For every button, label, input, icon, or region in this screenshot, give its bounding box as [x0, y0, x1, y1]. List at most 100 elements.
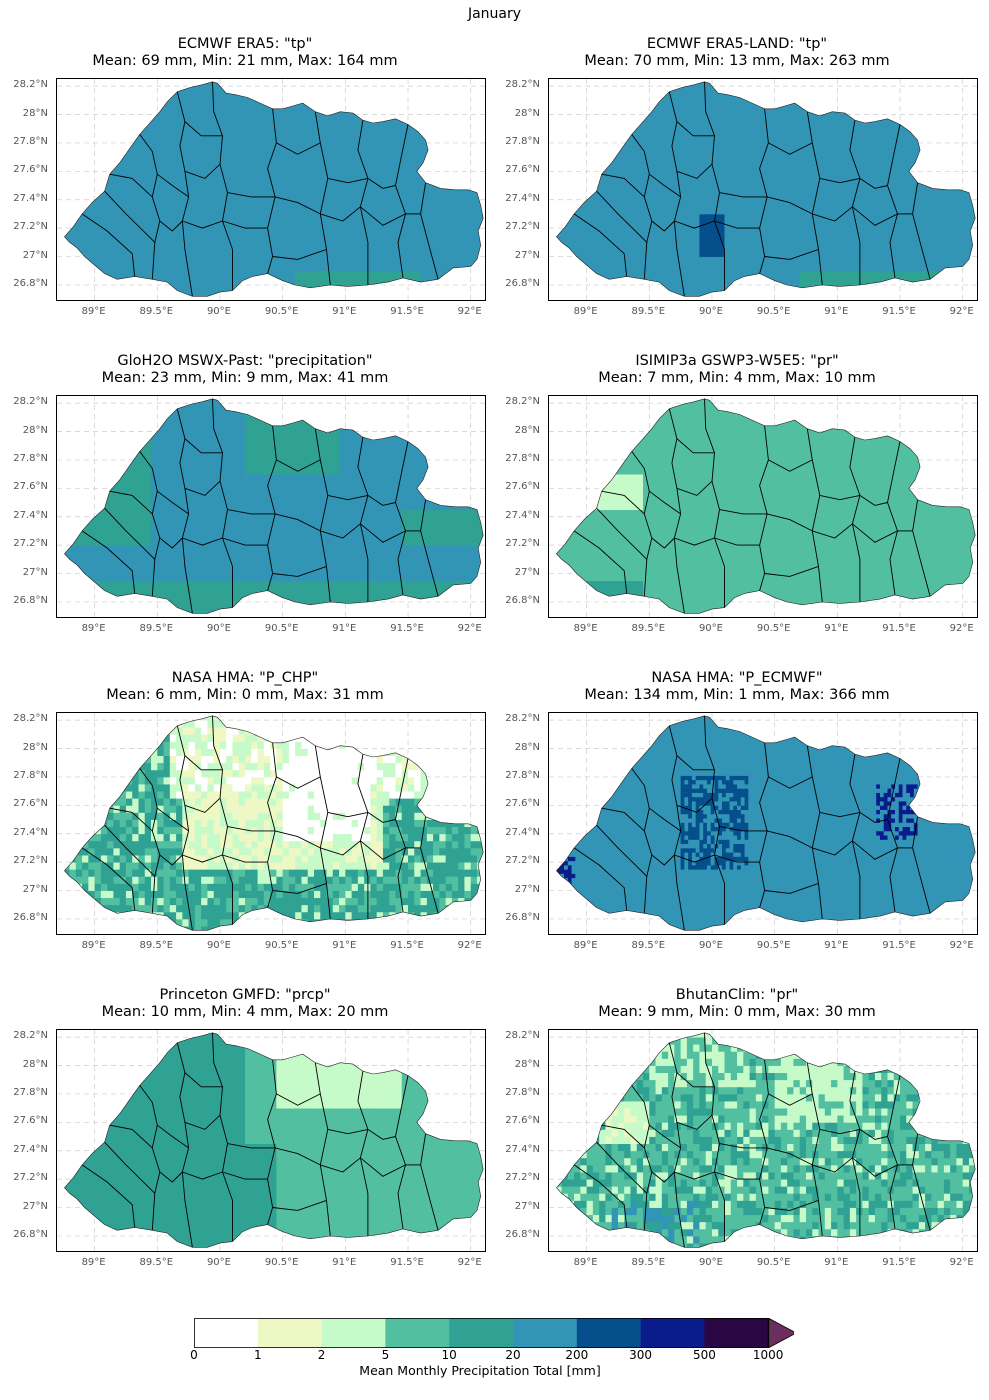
- district-boundary: [601, 490, 645, 515]
- raster-cell: [351, 720, 359, 728]
- raster-cell: [699, 81, 713, 87]
- y-tick-label: 27.8°N: [13, 769, 48, 781]
- raster-cell: [245, 805, 252, 813]
- raster-cell: [107, 748, 114, 757]
- raster-cell: [295, 904, 302, 913]
- raster-cell: [251, 847, 258, 856]
- raster-cell: [609, 847, 614, 853]
- raster-cell: [624, 157, 638, 172]
- raster-cell: [458, 798, 465, 806]
- raster-cell: [345, 242, 359, 257]
- raster-cell: [351, 755, 359, 764]
- raster-cell: [119, 855, 127, 863]
- raster-cell: [213, 580, 246, 614]
- raster-cell: [699, 142, 713, 158]
- raster-cell: [69, 727, 77, 735]
- raster-cell: [138, 784, 146, 792]
- raster-cell: [94, 890, 102, 899]
- raster-cell: [620, 762, 625, 768]
- raster-cell: [238, 798, 246, 806]
- raster-cell: [395, 86, 409, 101]
- raster-cell: [612, 749, 618, 755]
- raster-cell: [232, 86, 246, 101]
- raster-cell: [594, 745, 599, 751]
- raster-cell: [837, 270, 851, 286]
- raster-cell: [464, 727, 472, 735]
- raster-cell: [238, 741, 246, 749]
- raster-cell: [445, 720, 453, 728]
- raster-cell: [364, 776, 371, 785]
- raster-cell: [643, 545, 675, 582]
- raster-cell: [893, 398, 926, 404]
- raster-cell: [560, 796, 565, 802]
- raster-cell: [567, 788, 572, 793]
- raster-cell: [564, 749, 569, 755]
- raster-cell: [575, 882, 580, 887]
- raster-cell: [586, 100, 600, 115]
- raster-cell: [605, 843, 610, 849]
- raster-cell: [238, 904, 246, 913]
- raster-cell: [94, 798, 102, 806]
- raster-cell: [649, 242, 663, 257]
- raster-cell: [420, 270, 434, 286]
- raster-cell: [88, 847, 96, 856]
- raster-cell: [597, 856, 603, 862]
- raster-cell: [276, 727, 284, 735]
- raster-cell: [956, 403, 976, 440]
- raster-cell: [686, 185, 700, 201]
- raster-cell: [320, 840, 327, 849]
- raster-cell: [609, 715, 614, 717]
- raster-cell: [556, 903, 561, 908]
- raster-cell: [138, 812, 146, 820]
- raster-cell: [590, 758, 595, 764]
- raster-cell: [699, 270, 713, 286]
- raster-cell: [176, 819, 183, 828]
- district-boundary: [849, 120, 861, 285]
- raster-cell: [339, 826, 346, 835]
- raster-cell: [194, 157, 208, 172]
- raster-cell: [75, 784, 83, 792]
- raster-cell: [113, 798, 121, 806]
- raster-cell: [207, 741, 215, 749]
- raster-cell: [395, 171, 409, 186]
- raster-cell: [451, 798, 459, 806]
- raster-cell: [620, 873, 625, 879]
- raster-cell: [376, 762, 384, 771]
- raster-cell: [357, 805, 365, 813]
- raster-cell: [420, 890, 428, 899]
- raster-cell: [567, 745, 572, 751]
- raster-cell: [624, 847, 629, 853]
- raster-cell: [586, 779, 591, 785]
- district-boundary: [327, 811, 368, 818]
- raster-cell: [556, 720, 557, 725]
- raster-cell: [620, 745, 625, 751]
- raster-cell: [874, 142, 888, 158]
- raster-cell: [364, 784, 371, 792]
- raster-cell: [276, 869, 284, 877]
- raster-cell: [470, 876, 478, 884]
- raster-cell: [414, 727, 421, 735]
- raster-cell: [575, 784, 580, 789]
- district-boundary: [395, 124, 409, 278]
- raster-cell: [426, 847, 434, 856]
- raster-cell: [470, 805, 478, 813]
- raster-cell: [351, 847, 359, 856]
- raster-cell: [125, 762, 133, 771]
- raster-cell: [483, 749, 486, 757]
- raster-cell: [295, 720, 302, 728]
- raster-cell: [245, 741, 252, 749]
- raster-cell: [64, 142, 70, 158]
- raster-cell: [163, 847, 171, 856]
- raster-cell: [611, 128, 625, 144]
- raster-cell: [276, 812, 284, 820]
- raster-cell: [119, 741, 127, 749]
- raster-cell: [100, 833, 108, 842]
- raster-cell: [686, 199, 700, 215]
- raster-cell: [270, 855, 277, 863]
- raster-cell: [451, 715, 459, 721]
- raster-cell: [257, 833, 265, 842]
- raster-cell: [301, 890, 309, 899]
- raster-cell: [263, 883, 271, 891]
- raster-cell: [627, 792, 633, 798]
- raster-cell: [232, 798, 240, 806]
